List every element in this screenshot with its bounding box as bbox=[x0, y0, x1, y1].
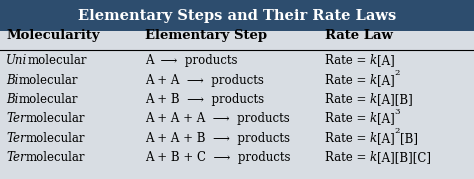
Text: k: k bbox=[370, 74, 377, 87]
Text: [A]: [A] bbox=[377, 132, 395, 145]
Text: k: k bbox=[370, 54, 377, 67]
Text: Uni: Uni bbox=[6, 54, 27, 67]
Text: Bi: Bi bbox=[6, 93, 18, 106]
Text: molecular: molecular bbox=[27, 54, 87, 67]
Text: 3: 3 bbox=[395, 108, 400, 116]
Text: A + A  ⟶  products: A + A ⟶ products bbox=[145, 74, 264, 87]
Text: [A]: [A] bbox=[377, 54, 395, 67]
Text: Elementary Steps and Their Rate Laws: Elementary Steps and Their Rate Laws bbox=[78, 9, 396, 23]
Text: A + B  ⟶  products: A + B ⟶ products bbox=[145, 93, 264, 106]
Text: [A]: [A] bbox=[377, 74, 395, 87]
Bar bbox=[0, 0, 474, 31]
Text: Rate =: Rate = bbox=[325, 54, 370, 67]
Text: Elementary Step: Elementary Step bbox=[145, 29, 267, 42]
Text: A + A + B  ⟶  products: A + A + B ⟶ products bbox=[145, 132, 290, 145]
Text: 2: 2 bbox=[395, 69, 400, 77]
Text: [A][B]: [A][B] bbox=[377, 93, 413, 106]
Text: molecular: molecular bbox=[18, 93, 78, 106]
Text: ⟶  products: ⟶ products bbox=[153, 54, 237, 67]
Text: Rate Law: Rate Law bbox=[325, 29, 392, 42]
Text: Rate =: Rate = bbox=[325, 112, 370, 125]
Text: Rate =: Rate = bbox=[325, 74, 370, 87]
Text: 2: 2 bbox=[395, 127, 400, 135]
Text: A + B + C  ⟶  products: A + B + C ⟶ products bbox=[145, 151, 290, 164]
Text: Ter: Ter bbox=[6, 112, 26, 125]
Text: [A]: [A] bbox=[377, 112, 395, 125]
Text: [B]: [B] bbox=[400, 132, 418, 145]
Text: Ter: Ter bbox=[6, 151, 26, 164]
Text: A: A bbox=[145, 54, 153, 67]
Text: k: k bbox=[370, 132, 377, 145]
Text: molecular: molecular bbox=[26, 151, 85, 164]
Text: Ter: Ter bbox=[6, 132, 26, 145]
Text: k: k bbox=[370, 151, 377, 164]
Text: molecular: molecular bbox=[18, 74, 78, 87]
Text: molecular: molecular bbox=[26, 112, 85, 125]
Text: [A][B][C]: [A][B][C] bbox=[377, 151, 431, 164]
Text: Rate =: Rate = bbox=[325, 93, 370, 106]
Text: k: k bbox=[370, 112, 377, 125]
Text: Rate =: Rate = bbox=[325, 132, 370, 145]
Text: k: k bbox=[370, 93, 377, 106]
Text: Bi: Bi bbox=[6, 74, 18, 87]
Text: Rate =: Rate = bbox=[325, 151, 370, 164]
Text: A + A + A  ⟶  products: A + A + A ⟶ products bbox=[145, 112, 289, 125]
Text: Molecularity: Molecularity bbox=[6, 29, 100, 42]
Text: molecular: molecular bbox=[26, 132, 85, 145]
